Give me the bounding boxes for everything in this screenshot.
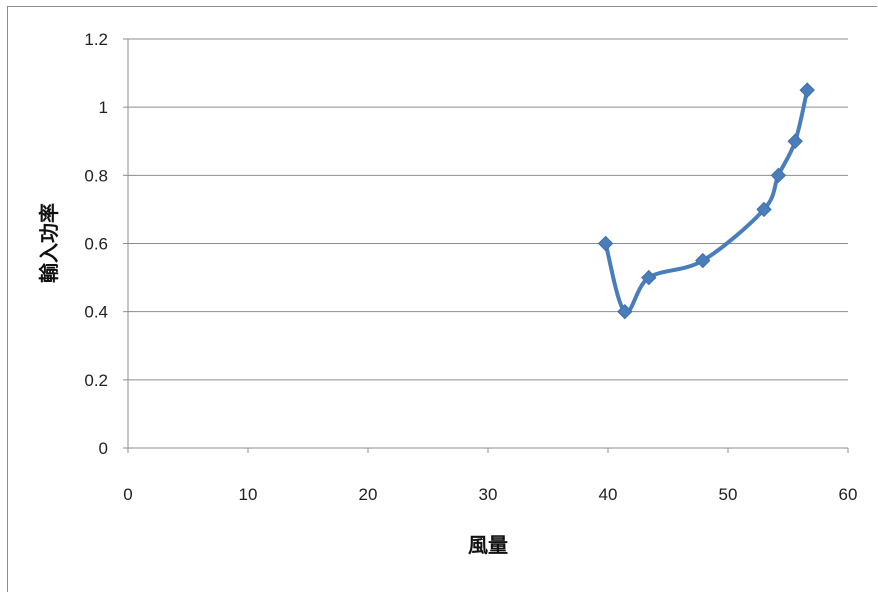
y-tick-label: 0 [99, 439, 108, 458]
x-axis-ticks: 0 10 20 30 40 50 60 [123, 485, 857, 504]
x-tick-label: 10 [239, 485, 258, 504]
data-point-marker [617, 303, 633, 320]
x-tick-label: 40 [599, 485, 618, 504]
x-tick-label: 60 [839, 485, 858, 504]
y-tick-label: 0.8 [84, 166, 108, 185]
y-axis-ticks: 0 0.2 0.4 0.6 0.8 1 1.2 [84, 30, 108, 458]
y-tick-label: 0.6 [84, 235, 108, 254]
x-tick-label: 20 [359, 485, 378, 504]
data-point-marker [787, 133, 803, 149]
series-markers [597, 82, 815, 320]
chart-frame [7, 6, 877, 592]
data-point-marker [597, 235, 614, 252]
gridlines [123, 38, 849, 453]
x-tick-label: 50 [719, 485, 738, 504]
series-line [603, 88, 810, 315]
y-tick-label: 0.4 [84, 303, 108, 322]
y-axis-title: 輸入功率 [37, 203, 61, 283]
data-point-marker [695, 252, 711, 269]
y-tick-label: 0.2 [84, 371, 108, 390]
data-point-marker [641, 269, 657, 286]
x-tick-label: 0 [123, 485, 132, 504]
y-tick-label: 1.2 [84, 30, 108, 49]
y-tick-label: 1 [99, 98, 108, 117]
data-point-marker [770, 167, 787, 184]
x-axis-title: 風量 [468, 533, 508, 557]
data-point-marker [756, 201, 772, 218]
data-point-marker [799, 82, 815, 98]
x-tick-label: 30 [479, 485, 498, 504]
